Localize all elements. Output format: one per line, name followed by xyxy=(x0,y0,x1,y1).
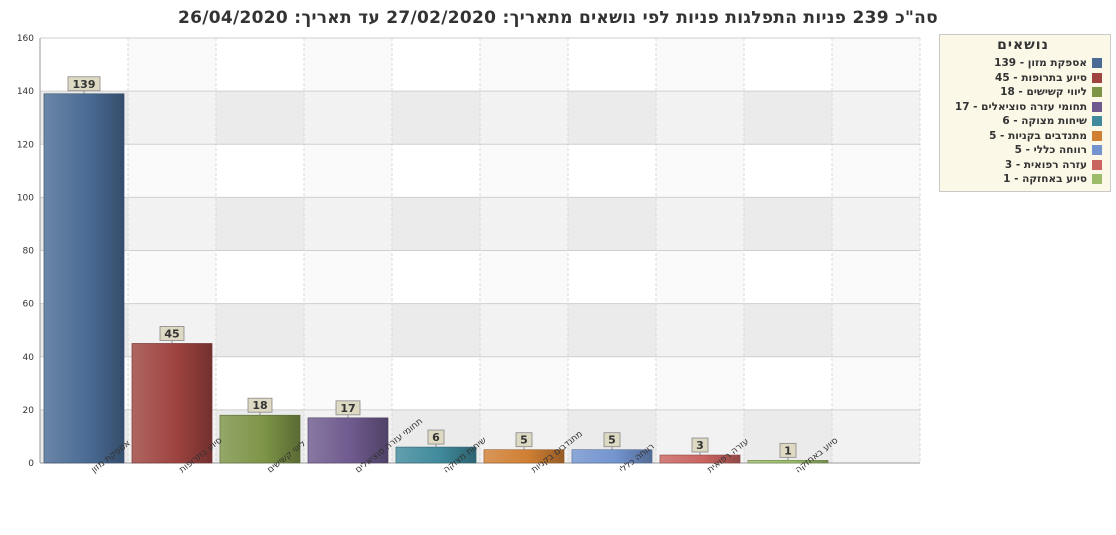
legend-items: אספקת מזון - 139 סיוע בתרופות - 45 ליווי ק… xyxy=(944,56,1102,187)
chart-title: סה"כ 239 פניות התפלגות פניות לפי נושאים … xyxy=(177,8,939,28)
legend-swatch xyxy=(1092,58,1102,69)
data-label-box xyxy=(779,442,797,458)
legend-swatch xyxy=(1092,72,1102,83)
data-label-box xyxy=(603,432,621,448)
legend-label: סיוע בתרופות - 45 xyxy=(995,71,1087,84)
legend-swatch xyxy=(1092,101,1102,112)
y-tick-label: 80 xyxy=(23,247,35,257)
legend-swatch xyxy=(1092,130,1102,141)
data-label-box xyxy=(247,397,273,413)
legend-item: שיחות מצוקה - 6 xyxy=(944,114,1102,129)
legend-item: מתנדבים בקניות - 5 xyxy=(944,129,1102,144)
bar xyxy=(43,93,125,464)
legend-label: סיוע באחזקה - 1 xyxy=(1003,173,1087,186)
y-tick-label: 120 xyxy=(17,140,34,150)
data-label-box xyxy=(515,432,533,448)
legend-swatch xyxy=(1092,159,1102,170)
legend-label: ליווי קשישים - 18 xyxy=(1000,86,1087,99)
legend-item: רווחה כללי - 5 xyxy=(944,143,1102,158)
data-label-box xyxy=(427,429,445,445)
data-label: 17 xyxy=(340,402,355,415)
data-label-box xyxy=(335,400,361,416)
data-label: 6 xyxy=(432,431,440,444)
legend-swatch xyxy=(1092,116,1102,127)
y-tick-label: 0 xyxy=(28,459,34,469)
y-tick-label: 20 xyxy=(23,406,35,416)
data-labels: 139 45 18 17 6 5 5 3 1 xyxy=(67,76,797,461)
bars xyxy=(43,93,829,464)
legend-swatch xyxy=(1092,145,1102,156)
data-label: 18 xyxy=(252,399,267,412)
bar xyxy=(307,417,389,464)
y-tick-label: 140 xyxy=(17,87,34,97)
data-label-box xyxy=(67,76,101,92)
legend-item: תחומי עזרה סוציאלים - 17 xyxy=(944,100,1102,115)
y-tick-label: 100 xyxy=(17,193,34,203)
legend-label: שיחות מצוקה - 6 xyxy=(1002,115,1087,128)
data-label: 139 xyxy=(73,78,96,91)
legend-item: אספקת מזון - 139 xyxy=(944,56,1102,71)
legend-item: ליווי קשישים - 18 xyxy=(944,85,1102,100)
data-label: 45 xyxy=(164,327,179,340)
bar xyxy=(219,414,301,464)
legend-item: עזרה רפואית - 3 xyxy=(944,158,1102,173)
y-tick-label: 60 xyxy=(23,300,35,310)
data-label-box xyxy=(691,437,709,453)
legend-label: אספקת מזון - 139 xyxy=(994,57,1087,70)
legend-label: עזרה רפואית - 3 xyxy=(1004,158,1087,171)
data-label: 3 xyxy=(696,439,704,452)
legend-swatch xyxy=(1092,174,1102,185)
data-label-box xyxy=(159,326,185,341)
legend-title: נושאים xyxy=(997,37,1049,53)
data-label: 5 xyxy=(520,434,528,447)
legend-label: תחומי עזרה סוציאלים - 17 xyxy=(954,100,1087,113)
data-label: 1 xyxy=(784,444,792,457)
legend-item: סיוע בתרופות - 45 xyxy=(944,71,1102,86)
y-tick-label: 160 xyxy=(17,34,34,44)
legend-label: מתנדבים בקניות - 5 xyxy=(989,129,1087,142)
legend-label: רווחה כללי - 5 xyxy=(1014,144,1087,157)
bar xyxy=(131,343,213,464)
legend-swatch xyxy=(1092,87,1102,98)
y-tick-label: 40 xyxy=(23,353,35,363)
legend-item: סיוע באחזקה - 1 xyxy=(944,172,1102,187)
legend: נושאים אספקת מזון - 139 סיוע בתרופות - 45… xyxy=(939,34,1111,192)
y-tick-labels: 0 20 40 60 80 100 120 140 160 xyxy=(17,34,34,469)
data-label: 5 xyxy=(608,434,616,447)
